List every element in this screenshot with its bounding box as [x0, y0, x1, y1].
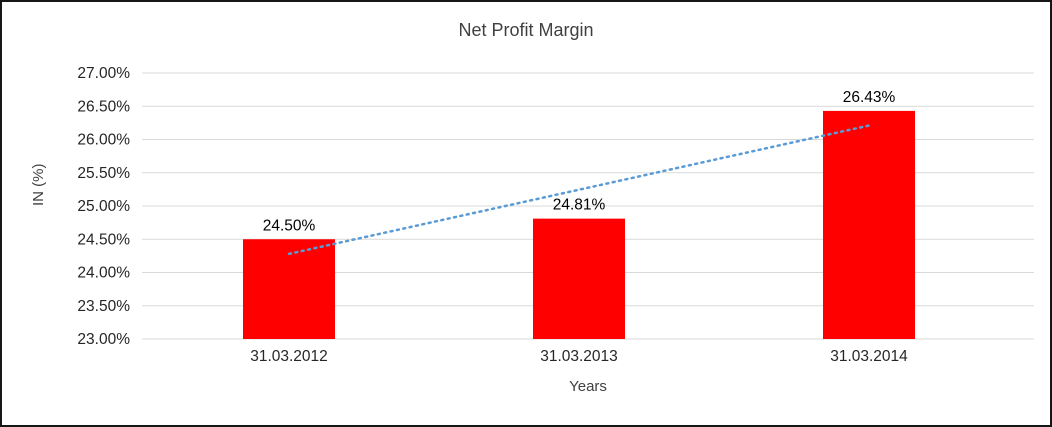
bar: [533, 218, 625, 339]
y-tick-label: 24.00%: [77, 265, 130, 282]
x-tick-label: 31.03.2013: [540, 348, 618, 365]
y-tick-label: 26.00%: [77, 132, 130, 149]
chart-title: Net Profit Margin: [458, 20, 594, 40]
y-tick-label: 25.50%: [77, 165, 130, 182]
x-axis-title: Years: [569, 378, 607, 395]
x-tick-label: 31.03.2012: [250, 348, 328, 365]
trendline: [287, 124, 871, 256]
y-tick-label: 27.00%: [77, 65, 130, 82]
y-tick-label: 25.00%: [77, 198, 130, 215]
bar-value-label: 24.81%: [553, 197, 606, 214]
bar-value-label: 26.43%: [843, 89, 896, 106]
bar-value-label: 24.50%: [263, 217, 316, 234]
x-tick-label: 31.03.2014: [830, 348, 908, 365]
y-axis-title: IN (%): [30, 163, 47, 207]
y-tick-label: 23.50%: [77, 298, 130, 315]
bar: [243, 239, 335, 339]
y-tick-label: 24.50%: [77, 231, 130, 248]
bar: [823, 110, 915, 339]
y-tick-label: 23.00%: [77, 331, 130, 348]
y-tick-label: 26.50%: [77, 98, 130, 115]
